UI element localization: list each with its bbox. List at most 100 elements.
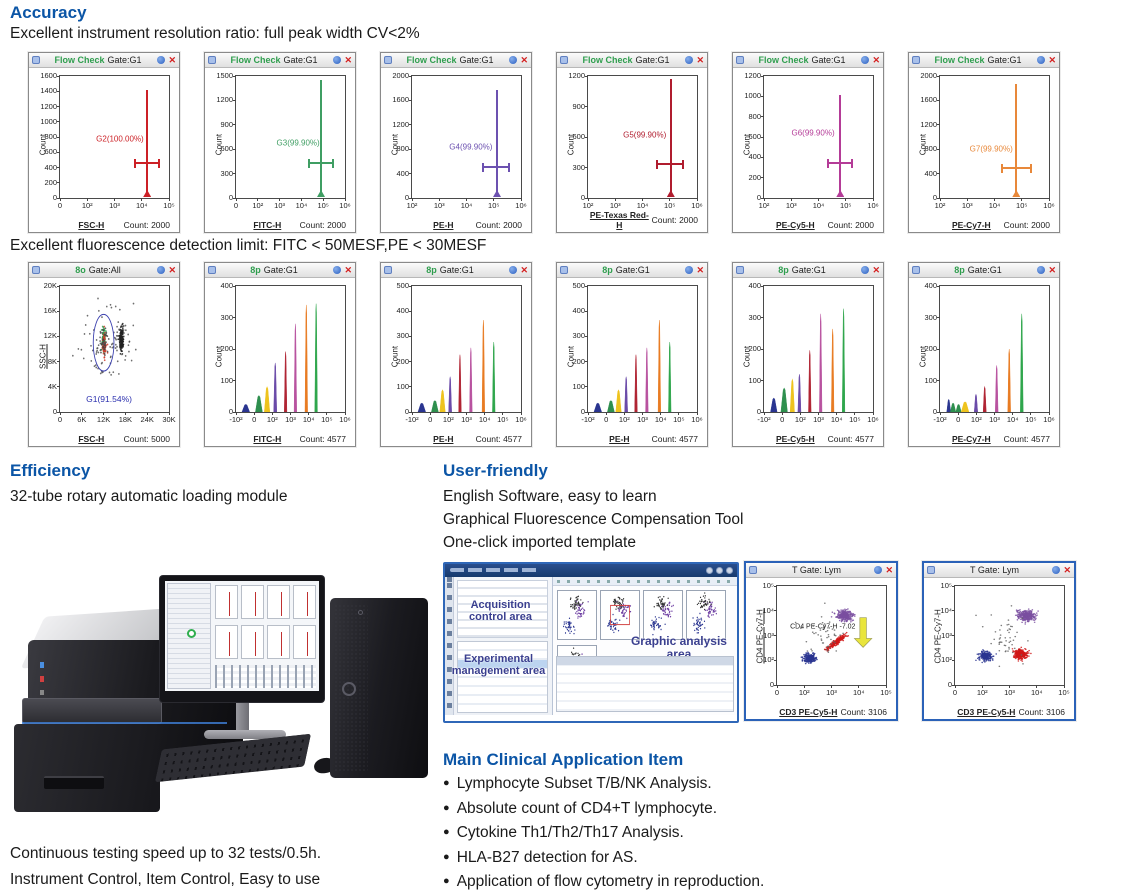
close-icon[interactable]: ✕ [872,54,880,65]
plot-window-titlebar[interactable]: Flow Check Gate:G1 ✕ [381,53,531,68]
x-tick-label: 10⁵ [1058,688,1070,697]
x-tick-label: 10⁵ [849,415,861,424]
x-tick-label: 10³ [961,201,973,210]
close-icon[interactable]: ✕ [696,264,704,275]
plot-window-titlebar[interactable]: Flow Check Gate:G1 ✕ [733,53,883,68]
y-tick-mark [57,335,60,337]
pc-power-button[interactable] [358,610,363,615]
plot-footer: FITC-H Count: 4577 [235,434,346,444]
x-tick-mark [623,412,625,415]
plot-window-titlebar[interactable]: 8o Gate:All ✕ [29,263,179,278]
plot-window-title: 8p Gate:G1 [393,263,507,277]
software-mini-plot[interactable] [643,590,684,640]
settings-icon[interactable] [333,55,342,64]
software-toolbar[interactable] [553,577,737,586]
x-tick-mark [939,198,941,201]
x-tick-label: 10⁵ [497,415,509,424]
y-tick-label: 300 [220,312,233,322]
settings-icon[interactable] [1052,565,1061,574]
plot-window-titlebar[interactable]: Flow Check Gate:G1 ✕ [205,53,355,68]
software-mini-plot[interactable] [686,590,727,640]
sample-table[interactable] [457,641,549,713]
settings-icon[interactable] [1037,265,1046,274]
close-icon[interactable]: ✕ [344,264,352,275]
plot-footer: CD3 PE-Cy5-H Count: 3106 [954,707,1065,717]
close-icon[interactable]: ✕ [520,54,528,65]
fluorescence-line: Excellent fluorescence detection limit: … [10,237,487,254]
settings-icon[interactable] [685,55,694,64]
x-tick-mark [257,198,259,201]
settings-icon[interactable] [333,265,342,274]
event-count: Count: 4577 [1003,434,1050,444]
analyzer-accent-line [22,722,227,724]
x-tick-mark [146,412,148,415]
software-titlebar[interactable] [445,564,737,577]
settings-icon[interactable] [509,55,518,64]
y-tick-label: 200 [44,177,57,187]
settings-icon[interactable] [861,55,870,64]
x-tick-mark [642,412,643,415]
y-tick-label: 100 [572,381,585,391]
software-mini-plot[interactable] [600,590,641,640]
settings-icon[interactable] [157,265,166,274]
y-tick-label: 10⁴ [940,605,952,615]
settings-icon[interactable] [874,565,883,574]
selected-row[interactable] [458,660,548,668]
cv-whisker [307,158,335,168]
close-icon[interactable]: ✕ [520,264,528,275]
monitor-green-ring [187,629,196,638]
plot-window-titlebar[interactable]: 8p Gate:G1 ✕ [733,263,883,278]
x-tick-label: 10⁴ [478,415,491,424]
plot-window-titlebar[interactable]: 8p Gate:G1 ✕ [205,263,355,278]
x-tick-label: 6K [77,415,87,424]
settings-icon[interactable] [861,265,870,274]
software-acquisition-widgets[interactable] [457,580,549,638]
plot-title-gate: T Gate: Lym [969,565,1020,575]
maximize-icon[interactable] [716,567,723,574]
plot-window-titlebar[interactable]: T Gate: Lym ✕ [924,563,1074,578]
software-mini-plot[interactable] [557,590,598,640]
y-tick-label: 8K [47,356,57,366]
x-tick-label: 10⁴ [654,415,667,424]
minimize-icon[interactable] [706,567,713,574]
plot-title-app: Flow Check [758,55,809,65]
plot-window-titlebar[interactable]: 8p Gate:G1 ✕ [381,263,531,278]
settings-icon[interactable] [509,265,518,274]
close-icon[interactable]: ✕ [872,264,880,275]
x-tick-mark [1048,412,1050,415]
close-icon[interactable]: ✕ [1048,54,1056,65]
close-icon[interactable]: ✕ [696,54,704,65]
plot-window: Flow Check Gate:G1 ✕ Count 2000 1600 1200 800 40… [380,52,532,233]
y-tick-mark [409,386,412,388]
y-tick-label: 200 [396,356,409,366]
gate-percentage-label: G1(91.54%) [86,394,132,405]
x-tick-label: 10² [794,415,806,424]
close-window-icon[interactable] [726,567,733,574]
plot-window-titlebar[interactable]: 8p Gate:G1 ✕ [909,263,1059,278]
y-tick-mark [937,380,940,381]
close-icon[interactable]: ✕ [344,54,352,65]
window-icon [912,266,920,274]
close-icon[interactable]: ✕ [1048,264,1056,275]
statistics-table[interactable] [556,656,734,712]
x-tick-mark [59,198,61,201]
close-icon[interactable]: ✕ [168,264,176,275]
close-icon[interactable]: ✕ [1063,564,1071,575]
plot-window: Flow Check Gate:G1 ✕ Count 2000 1600 1200 800 40… [908,52,1060,233]
plot-window-titlebar[interactable]: T Gate: Lym ✕ [746,563,896,578]
plot-window-titlebar[interactable]: Flow Check Gate:G1 ✕ [557,53,707,68]
speed-line: Continuous testing speed up to 32 tests/… [10,845,322,862]
settings-icon[interactable] [157,55,166,64]
close-icon[interactable]: ✕ [885,564,893,575]
close-icon[interactable]: ✕ [168,54,176,65]
software-icon-strip[interactable] [445,577,454,715]
x-tick-mark [587,198,589,201]
y-tick-mark [585,386,588,388]
settings-icon[interactable] [1037,55,1046,64]
settings-icon[interactable] [685,265,694,274]
plot-window-titlebar[interactable]: Flow Check Gate:G1 ✕ [29,53,179,68]
x-tick-mark [326,412,328,415]
plot-window-titlebar[interactable]: Flow Check Gate:G1 ✕ [909,53,1059,68]
plot-window-titlebar[interactable]: 8p Gate:G1 ✕ [557,263,707,278]
window-icon [32,56,40,64]
